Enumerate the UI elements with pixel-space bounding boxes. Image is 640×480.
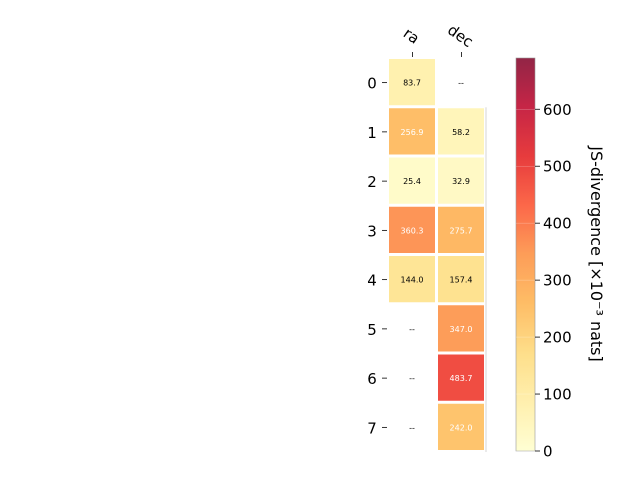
colorbar-tick-label: 0 (543, 443, 553, 461)
y-tick-label: 2 (367, 173, 377, 191)
colorbar-tick-label: 500 (543, 158, 572, 176)
heatmap-cells: 83.7 -- 256.9 58.2 25.4 32.9 360.3 275.7 144.0 15… (389, 59, 487, 452)
y-tick-label: 3 (367, 222, 377, 240)
heatmap-cell (389, 59, 435, 106)
colorbar-tick-label: 600 (543, 101, 572, 119)
heatmap-cell (389, 206, 435, 253)
colorbar-label: JS-divergence [×10⁻³ nats] (587, 145, 606, 361)
x-tick-label: dec (444, 21, 476, 51)
cell-value-label: 25.4 (403, 177, 421, 186)
cell-value-label: -- (409, 325, 415, 334)
y-tick-label: 6 (367, 370, 377, 388)
heatmap-cell (389, 157, 435, 204)
heatmap-cell (438, 206, 484, 253)
colorbar-tick-label: 100 (543, 386, 572, 404)
x-tick-label: ra (400, 24, 423, 48)
colorbar: 0 100 200 300 400 500 600 (515, 57, 572, 461)
colorbar-gradient (515, 57, 536, 452)
cell-value-label: 242.0 (450, 423, 473, 432)
colorbar-tick-label: 400 (543, 215, 572, 233)
y-tick-label: 0 (367, 75, 377, 93)
cell-value-label: 256.9 (401, 128, 424, 137)
heatmap-cell (389, 256, 435, 303)
y-tick-label: 7 (367, 419, 377, 437)
cell-value-label: 483.7 (450, 374, 473, 383)
colorbar-tick-label: 300 (543, 272, 572, 290)
cell-value-label: -- (409, 374, 415, 383)
y-tick-label: 5 (367, 321, 377, 339)
y-tick-label: 1 (367, 124, 377, 142)
y-tick-label: 4 (367, 272, 377, 290)
cell-value-label: -- (409, 423, 415, 432)
cell-value-label: 144.0 (401, 276, 424, 285)
cell-value-label: 275.7 (450, 226, 473, 235)
heatmap-cell (438, 354, 484, 401)
cell-value-label: 157.4 (450, 276, 473, 285)
cell-value-label: 58.2 (452, 128, 470, 137)
colorbar-tick-label: 200 (543, 329, 572, 347)
heatmap-cell (438, 256, 484, 303)
heatmap-cell (438, 157, 484, 204)
heatmap-cell (438, 108, 484, 155)
heatmap-cell (438, 403, 484, 450)
cell-value-label: 360.3 (401, 226, 424, 235)
heatmap-cell (389, 108, 435, 155)
heatmap-cell (438, 305, 484, 352)
cell-value-label: 347.0 (450, 325, 473, 334)
cell-value-label: 83.7 (403, 79, 421, 88)
cell-value-label: -- (458, 79, 464, 88)
cell-value-label: 32.9 (452, 177, 470, 186)
